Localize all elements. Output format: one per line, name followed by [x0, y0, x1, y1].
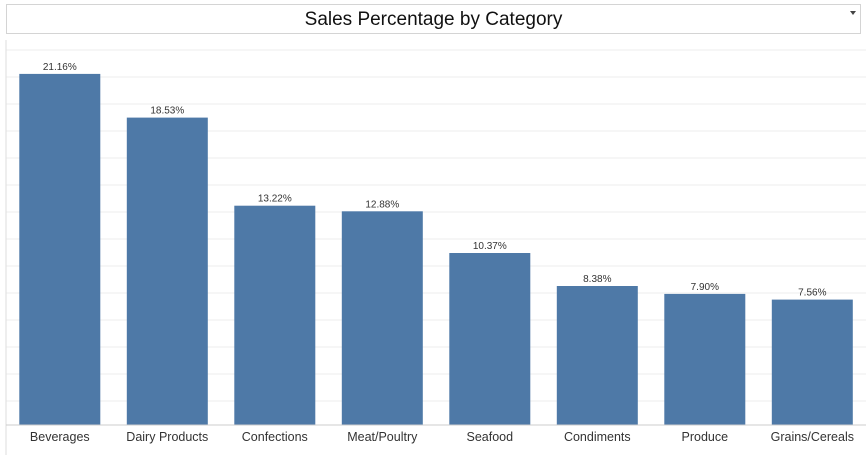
- data-label: 7.90%: [691, 282, 719, 293]
- data-label: 18.53%: [150, 106, 184, 117]
- bar-seafood[interactable]: [449, 253, 531, 425]
- x-tick-label: Grains/Cereals: [771, 430, 854, 444]
- bar-beverages[interactable]: [19, 73, 101, 426]
- x-tick-label: Condiments: [564, 430, 631, 444]
- x-tick-label: Meat/Poultry: [347, 430, 418, 444]
- chart-title-bar: Sales Percentage by Category: [6, 4, 861, 34]
- bar-confections[interactable]: [234, 205, 316, 425]
- chart-title: Sales Percentage by Category: [304, 9, 563, 30]
- data-label: 12.88%: [365, 199, 399, 210]
- bar-produce[interactable]: [664, 293, 746, 425]
- bar-dairy-products[interactable]: [126, 117, 208, 425]
- data-label: 10.37%: [473, 241, 507, 252]
- x-tick-label: Confections: [242, 430, 308, 444]
- chevron-down-icon[interactable]: [850, 11, 856, 15]
- x-tick-label: Seafood: [467, 430, 514, 444]
- bar-meat-poultry[interactable]: [341, 211, 423, 425]
- x-tick-label: Beverages: [30, 430, 90, 444]
- data-label: 21.16%: [43, 62, 77, 73]
- bar-condiments[interactable]: [556, 286, 638, 425]
- bar-grains-cereals[interactable]: [771, 299, 853, 425]
- data-label: 13.22%: [258, 194, 292, 205]
- x-tick-label: Dairy Products: [126, 430, 208, 444]
- data-label: 7.56%: [798, 288, 826, 299]
- x-tick-label: Produce: [682, 430, 729, 444]
- data-label: 8.38%: [583, 274, 611, 285]
